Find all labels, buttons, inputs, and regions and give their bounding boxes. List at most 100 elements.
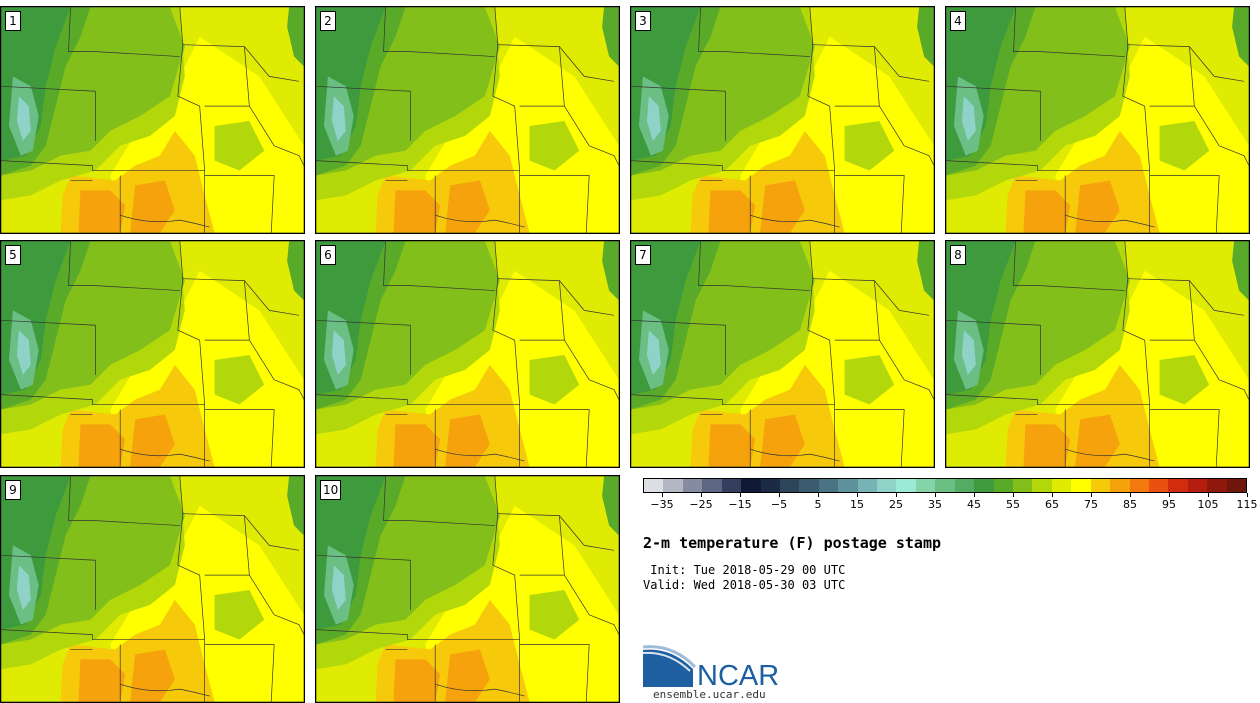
state-border (807, 7, 814, 97)
ncar-logo[interactable]: NCAR (643, 645, 793, 691)
state-border (1127, 278, 1195, 341)
river-border (120, 448, 210, 462)
state-border (1, 629, 205, 640)
member-number: 4 (950, 11, 966, 31)
state-border (1, 160, 205, 171)
colorbar-swatch (857, 479, 878, 492)
state-border (244, 515, 300, 551)
colorbar-tick-label: 5 (814, 498, 822, 511)
state-border (492, 241, 499, 331)
colorbar-swatch (1129, 479, 1149, 492)
state-border (725, 285, 810, 291)
state-border (204, 339, 275, 380)
colorbar-tick-label: 105 (1197, 498, 1219, 511)
state-border (316, 160, 520, 171)
patch-green-zone (1159, 354, 1210, 405)
temperature-map (316, 241, 619, 467)
member-panel-10[interactable]: 10 (315, 475, 620, 703)
member-panel-9[interactable]: 9 (0, 475, 305, 703)
state-border (177, 95, 206, 171)
deep-orange-zone (130, 414, 175, 467)
deep-orange-zone (445, 180, 490, 233)
lake-shore-zone (1232, 7, 1249, 67)
colorbar-tick-mark (740, 493, 741, 497)
colorbar-tick-mark (1169, 493, 1170, 497)
state-border (204, 644, 275, 702)
state-border (383, 476, 411, 521)
patch-green-zone (433, 81, 475, 117)
logo-url[interactable]: ensemble.ucar.edu (653, 688, 766, 701)
logo-arc-icon (643, 651, 691, 672)
lake-shore-zone (917, 241, 934, 301)
colorbar-tick-label: 95 (1162, 498, 1176, 511)
member-panel-6[interactable]: 6 (315, 240, 620, 468)
colorbar-swatch (644, 479, 664, 492)
colorbar-swatch (702, 479, 722, 492)
member-panel-2[interactable]: 2 (315, 6, 620, 234)
member-panel-3[interactable]: 3 (630, 6, 935, 234)
state-border (904, 379, 934, 400)
colorbar-swatch (1168, 479, 1188, 492)
river-border (1065, 214, 1155, 228)
peak-terrain-zone (16, 330, 31, 375)
state-border (274, 379, 304, 400)
colorbar-swatch (799, 479, 819, 492)
member-panel-5[interactable]: 5 (0, 240, 305, 468)
peak-terrain-zone (16, 96, 31, 141)
deep-orange-zone (130, 649, 175, 702)
colorbar-tick-mark (701, 493, 702, 497)
patch-green-zone (1063, 315, 1105, 351)
member-panel-1[interactable]: 1 (0, 6, 305, 234)
colorbar-swatch (915, 479, 936, 492)
river-border (750, 214, 840, 228)
colorbar-swatch (779, 479, 800, 492)
state-border (68, 7, 96, 52)
state-border (589, 145, 619, 166)
colorbar-swatch (818, 479, 839, 492)
state-border (492, 564, 521, 640)
state-border (383, 7, 411, 52)
deep-orange-zone (760, 180, 805, 233)
state-border (946, 394, 1150, 405)
state-border (812, 44, 880, 107)
state-border (177, 329, 206, 405)
state-border (589, 614, 619, 635)
colorbar-swatch (1090, 479, 1111, 492)
river-border (750, 448, 840, 462)
colorbar-tick-label: −25 (689, 498, 713, 511)
state-border (1149, 409, 1220, 467)
state-border (1189, 46, 1245, 82)
state-border (807, 329, 836, 405)
state-border (519, 105, 590, 146)
member-panel-4[interactable]: 4 (945, 6, 1250, 234)
logo-swoosh-icon (643, 649, 693, 687)
member-number: 10 (320, 480, 342, 500)
member-panel-8[interactable]: 8 (945, 240, 1250, 468)
colorbar-swatch (1051, 479, 1072, 492)
patch-green-zone (529, 589, 580, 640)
deep-orange-zone (78, 424, 126, 467)
deep-orange-zone (445, 649, 490, 702)
deep-orange-zone (445, 414, 490, 467)
state-border (1189, 280, 1245, 316)
peak-terrain-zone (961, 96, 976, 141)
colorbar-tick-label: 45 (967, 498, 981, 511)
member-panel-7[interactable]: 7 (630, 240, 935, 468)
colorbar-swatch (1207, 479, 1227, 492)
colorbar-swatch (1032, 479, 1052, 492)
state-border (244, 280, 300, 316)
lake-shore-zone (287, 476, 304, 536)
deep-orange-zone (1023, 190, 1071, 233)
patch-green-zone (214, 120, 265, 171)
patch-green-zone (1063, 81, 1105, 117)
colorbar-tick-label: −35 (650, 498, 674, 511)
deep-orange-zone (1075, 180, 1120, 233)
temperature-map (1, 241, 304, 467)
colorbar-swatch (838, 479, 858, 492)
patch-green-zone (118, 550, 160, 586)
state-border (95, 51, 180, 57)
river-border (120, 683, 210, 697)
state-border (316, 629, 520, 640)
state-border (383, 241, 411, 286)
state-border (68, 476, 96, 521)
